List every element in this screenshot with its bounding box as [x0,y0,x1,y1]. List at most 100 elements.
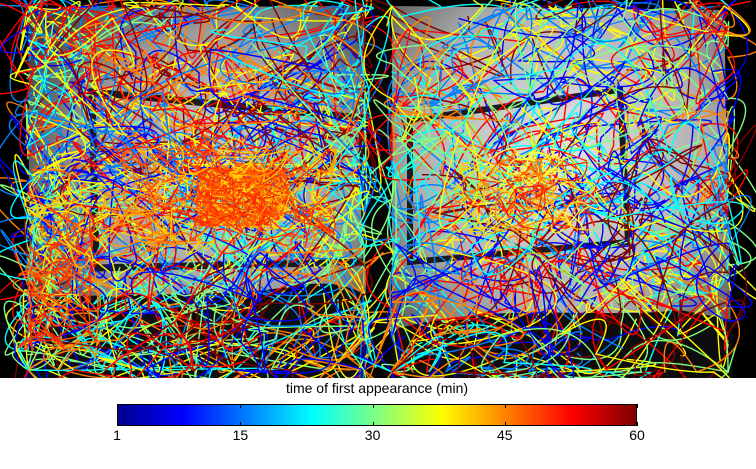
trajectory-line [269,57,331,258]
colorbar-tick-label: 15 [232,427,249,443]
colorbar-tick [504,404,506,426]
trajectory-line [539,172,598,227]
trajectory-line [215,3,382,268]
trajectory-line [275,144,327,180]
trajectory-line [501,2,654,163]
trajectory-line [57,275,98,342]
trajectory-line [272,0,373,107]
trajectory-line [367,28,430,181]
trajectory-line [391,256,583,376]
colorbar-tick-label: 60 [629,427,645,443]
trajectory-line [209,56,367,177]
trajectory-line [581,180,742,265]
trajectory-line [28,294,65,348]
trajectory-line [10,114,249,322]
trajectory-line [34,3,183,116]
trajectory-line [438,27,547,230]
trajectory-line [31,250,232,352]
trajectory-line [376,0,674,95]
trajectory-line [515,184,546,212]
trajectory-line [369,92,496,220]
trajectory-line [140,211,220,242]
trajectory-line [55,0,231,122]
trajectory-line [500,213,729,335]
trajectory-line [37,237,74,316]
trajectory-line [152,0,265,124]
trajectory-line [119,193,171,242]
trajectory-line [295,148,338,185]
trajectory-line [550,67,729,215]
trajectory-line [247,162,287,182]
trajectory-line [235,218,302,246]
trajectory-line [605,214,756,341]
trajectory-line [469,87,604,276]
trajectory-line [14,8,165,191]
trajectory-line [373,75,512,209]
trajectory-line [469,343,550,378]
trajectory-line [129,213,178,248]
trajectory-line [277,5,375,177]
trajectory-line [233,119,377,327]
trajectory-line [92,230,254,351]
trajectory-line [368,0,605,85]
trajectory-line [500,107,744,233]
trajectory-line [5,276,191,378]
trajectory-line [104,242,300,378]
trajectory-line [248,202,270,224]
trajectory-line [385,94,455,192]
trajectory-line [168,317,372,378]
trajectory-line [292,148,331,184]
trajectory-line [510,0,639,106]
trajectory-line [421,173,560,325]
trajectory-line [288,196,337,234]
trajectory-line [0,158,72,238]
trajectory-line [278,190,334,224]
trajectory-line [391,272,637,375]
trajectory-line [9,1,226,176]
trajectory-line [27,292,80,350]
trajectory-line [368,299,445,378]
trajectory-line [208,48,381,212]
trajectory-line [371,161,614,279]
trajectory-line [599,269,687,357]
trajectory-line [71,5,220,139]
trajectory-line [161,141,233,174]
colorbar-tick [372,404,374,426]
trajectory-line [58,237,94,269]
trajectory-line [332,0,374,170]
trajectory-line [363,4,554,121]
trajectory-line [44,0,192,127]
trajectory-line [3,246,179,369]
trajectory-line [182,62,369,201]
trajectory-line [560,86,729,326]
trajectory-line [391,113,498,245]
trajectory-line [172,247,367,330]
trajectory-line [4,185,171,352]
trajectory-line [110,241,236,306]
trajectory-line [196,214,208,227]
trajectory-line [28,0,310,176]
trajectory-line [109,149,164,209]
trajectory-line [607,150,753,308]
trajectory-line [38,67,183,176]
trajectory-line [222,241,365,378]
trajectory-line [535,0,668,85]
trajectory-line [465,206,505,236]
trajectory-line [462,42,744,229]
trajectory-line [560,259,731,378]
trajectory-line [606,0,751,93]
trajectory-line [287,202,395,378]
trajectory-line [271,173,286,192]
trajectory-line [265,167,292,182]
trajectory-line [214,149,259,180]
trajectory-line [555,201,592,231]
trajectory-line [619,232,729,303]
colorbar [117,404,637,426]
trajectory-line [487,197,544,231]
trajectory-line [404,37,706,282]
trajectory-line [133,203,193,241]
trajectory-line [542,178,596,198]
trajectory-line [127,188,306,371]
trajectory-line [96,205,157,230]
trajectory-line [472,0,661,90]
